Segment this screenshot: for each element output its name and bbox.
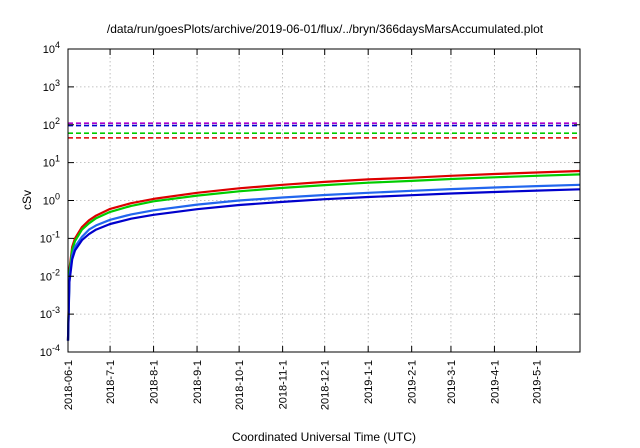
x-tick-label: 2018-8-1 [149,360,161,404]
y-tick-label: 10-4 [40,343,60,359]
series-line [66,188,581,341]
x-tick-label: 2019-3-1 [446,360,458,404]
y-axis-label: cSv [20,190,34,210]
series-line [66,183,581,341]
series-line [66,173,581,341]
x-tick-label: 2018-7-1 [105,360,117,404]
y-tick-label: 10-3 [40,305,60,321]
x-tick-label: 2018-10-1 [234,360,246,410]
y-tick-label: 102 [43,116,60,132]
x-tick-label: 2019-2-1 [407,360,419,404]
x-tick-label: 2018-12-1 [320,360,332,410]
y-tick-label: 101 [43,154,60,170]
x-tick-label: 2018-11-1 [278,360,290,409]
y-tick-label: 100 [43,192,60,208]
y-tick-label: 10-1 [40,229,60,245]
y-tick-label: 103 [43,78,60,94]
chart-title: /data/run/goesPlots/archive/2019-06-01/f… [107,22,544,36]
y-tick-label: 10-2 [40,267,60,283]
reference-lines [68,122,580,139]
x-axis-label: Coordinated Universal Time (UTC) [232,430,416,444]
y-tick-label: 104 [43,40,60,56]
x-tick-label: 2018-9-1 [192,360,204,404]
series-lines [66,169,581,341]
x-tick-label: 2018-06-1 [63,360,75,410]
x-axis-ticks: 2018-06-1 2018-7-1 2018-8-1 2018-9-1 2018-10… [63,49,544,410]
x-tick-label: 2019-1-1 [363,360,375,404]
x-tick-label: 2019-4-1 [489,360,501,404]
x-tick-label: 2019-5-1 [532,360,544,404]
series-line [66,169,581,341]
